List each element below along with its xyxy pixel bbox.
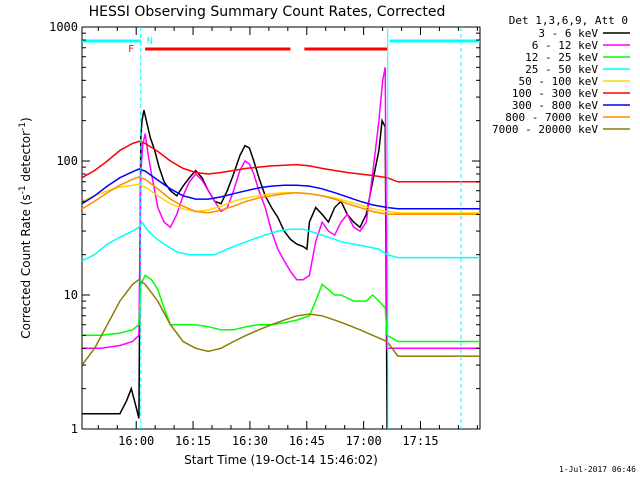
legend-label-1: 3 - 6 keV bbox=[538, 27, 598, 40]
legend-label-7: 300 - 800 keV bbox=[512, 99, 598, 112]
x-tick-label-3: 16:30 bbox=[232, 434, 268, 448]
flag-f-label: F bbox=[128, 44, 134, 55]
marker-layer bbox=[140, 27, 462, 429]
series-line-2 bbox=[82, 67, 480, 350]
series-line-5 bbox=[81, 183, 480, 214]
legend-label-3: 12 - 25 keV bbox=[525, 51, 598, 64]
flag-n-label: N bbox=[147, 36, 153, 47]
chart-title: HESSI Observing Summary Count Rates, Cor… bbox=[89, 4, 446, 20]
x-axis-label: Start Time (19-Oct-14 15:46:02) bbox=[184, 453, 378, 467]
series-line-7 bbox=[81, 168, 480, 210]
legend-label-8: 800 - 7000 keV bbox=[505, 111, 598, 124]
series-line-8 bbox=[81, 176, 480, 216]
legend-label-4: 25 - 50 keV bbox=[525, 63, 598, 76]
y-tick-label-2: 10 bbox=[64, 288, 78, 302]
y-tick-label-3: 100 bbox=[56, 154, 78, 168]
series-line-6 bbox=[81, 140, 480, 183]
footer-date: 1-Jul-2017 06:46 bbox=[559, 465, 636, 474]
flag-layer: FN bbox=[82, 36, 480, 55]
x-tick-label-1: 16:00 bbox=[118, 434, 154, 448]
y-tick-label-4: 1000 bbox=[49, 20, 78, 34]
legend-label-5: 50 - 100 keV bbox=[519, 75, 599, 88]
x-tick-label-6: 17:15 bbox=[402, 434, 438, 448]
y-tick-label-1: 1 bbox=[71, 422, 78, 436]
series-line-4 bbox=[81, 220, 480, 262]
x-tick-label-2: 16:15 bbox=[175, 434, 211, 448]
legend-label-6: 100 - 300 keV bbox=[512, 87, 598, 100]
series-line-9 bbox=[81, 278, 480, 366]
series-layer bbox=[81, 67, 480, 430]
x-tick-label-4: 16:45 bbox=[289, 434, 325, 448]
series-line-3 bbox=[82, 274, 480, 343]
x-tick-label-5: 17:00 bbox=[346, 434, 382, 448]
legend-label-9: 7000 - 20000 keV bbox=[492, 123, 598, 136]
y-axis-label: Corrected Count Rate (s-1 detector-1) bbox=[18, 117, 33, 338]
series-line-1 bbox=[82, 109, 388, 430]
axis-layer: 16:00 16:15 16:30 16:45 17:00 17:15 1 10 100 1000 bbox=[49, 20, 480, 448]
legend-header: Det 1,3,6,9, Att 0 bbox=[509, 14, 628, 27]
plot-frame bbox=[81, 26, 481, 430]
legend-label-2: 6 - 12 keV bbox=[532, 39, 599, 52]
